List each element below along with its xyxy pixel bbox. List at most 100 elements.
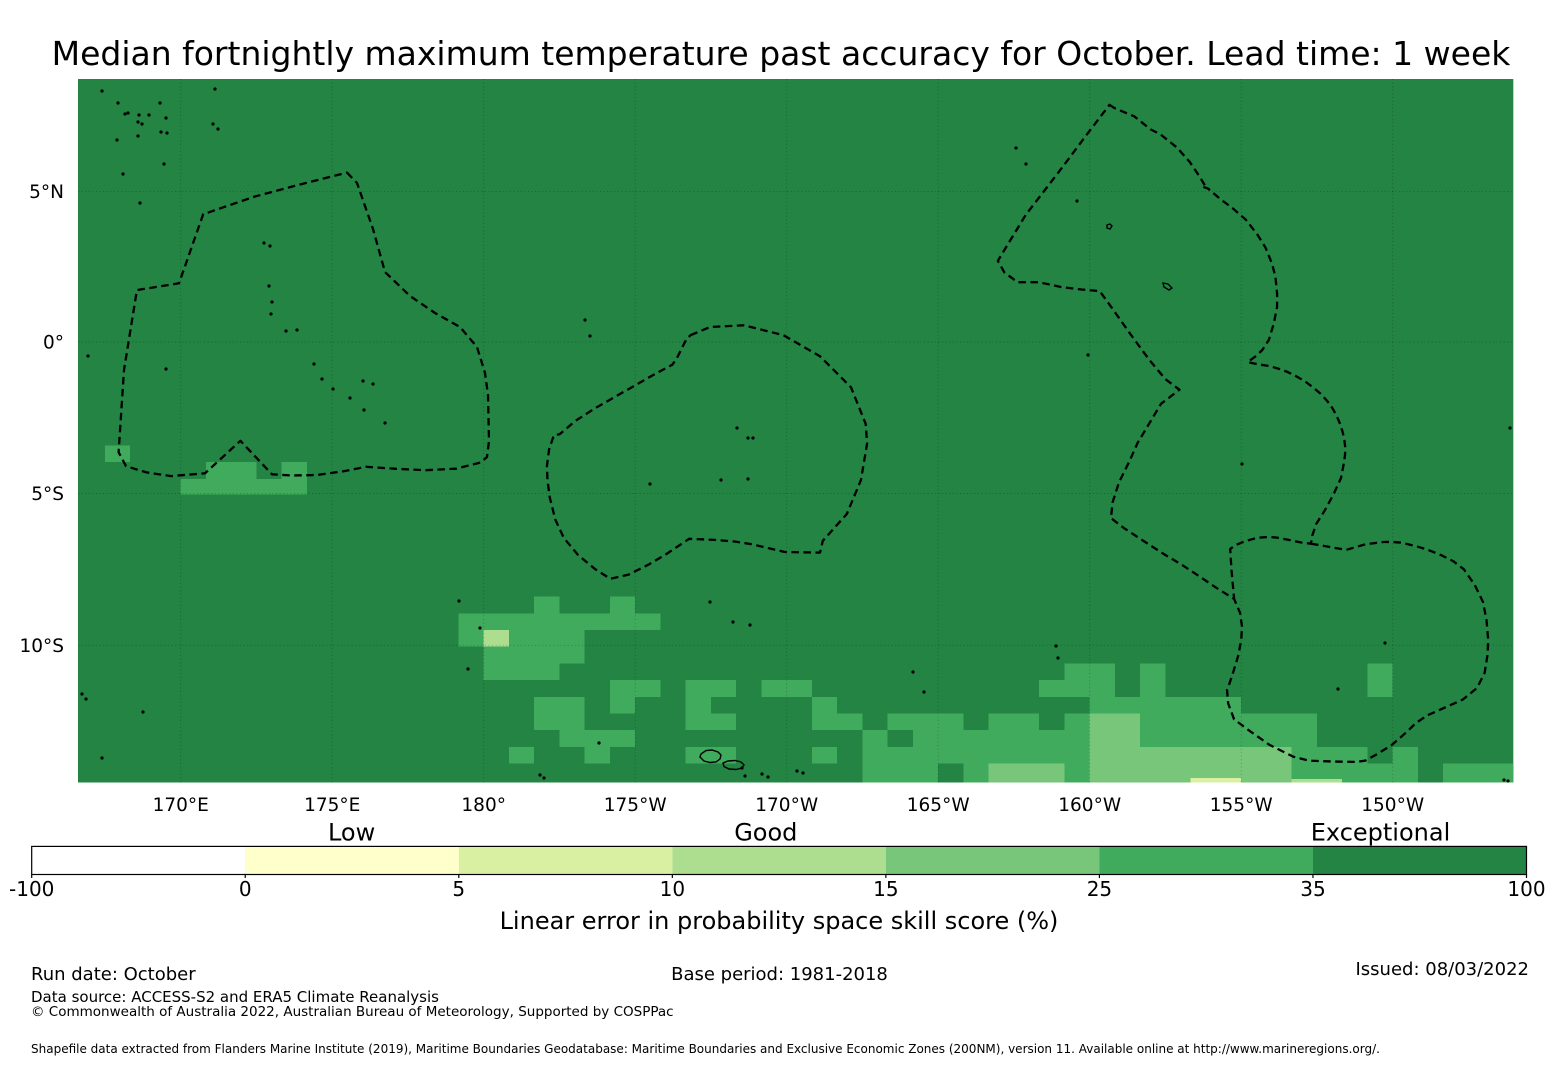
skill-cell xyxy=(559,696,585,714)
island-dot xyxy=(361,379,365,383)
skill-cell xyxy=(1291,713,1317,731)
skill-cell xyxy=(180,478,206,495)
skill-cell xyxy=(1392,746,1418,764)
island-outline-tabuaeran xyxy=(1162,282,1174,291)
run-date-text: Run date: October xyxy=(31,964,196,985)
skill-cell xyxy=(1367,680,1393,697)
colorbar-segment xyxy=(1312,846,1527,875)
skill-cell xyxy=(1089,680,1115,697)
skill-cell xyxy=(1190,696,1216,714)
colorbar-tick-label: 15 xyxy=(873,877,898,901)
island-dot xyxy=(158,101,162,105)
skill-cell xyxy=(1215,746,1242,764)
skill-cell xyxy=(508,630,535,647)
eez-boundary-eez-central xyxy=(545,324,869,580)
longitude-tick-label: 175°E xyxy=(304,795,360,816)
skill-cell xyxy=(912,763,939,783)
colorbar-tick-label: 0 xyxy=(239,877,252,901)
skill-cell xyxy=(1241,746,1267,764)
island-dot xyxy=(795,769,799,773)
island-dot xyxy=(267,284,271,288)
longitude-tick-label: 160°W xyxy=(1058,795,1121,816)
island-dot xyxy=(748,623,752,627)
colorbar-segment xyxy=(31,846,246,875)
skill-cell xyxy=(1241,713,1267,731)
island-dot xyxy=(164,367,168,371)
island-dot xyxy=(1024,162,1028,166)
skill-cell xyxy=(559,646,585,664)
colorbar-segment xyxy=(672,846,886,875)
skill-cell xyxy=(609,680,636,697)
skill-cell xyxy=(963,763,989,783)
colorbar: -100 0 5 10 15 25 35 100 Low Good Exceptional xyxy=(9,819,1546,902)
island-dot xyxy=(542,776,546,780)
skill-cell xyxy=(1039,746,1065,764)
island-dot xyxy=(295,328,299,332)
skill-cell xyxy=(938,746,964,764)
island-dot xyxy=(466,667,470,671)
island-dot xyxy=(312,362,316,366)
base-period-text: Base period: 1981-2018 xyxy=(671,964,888,985)
skill-cell xyxy=(862,730,888,747)
colorbar-outline xyxy=(31,845,1528,876)
skill-cell xyxy=(1064,730,1090,747)
skill-cell xyxy=(1140,696,1166,714)
skill-cell xyxy=(1089,713,1115,731)
skill-cell xyxy=(1165,696,1191,714)
skill-cell xyxy=(1140,730,1166,747)
island-dot xyxy=(1086,353,1090,357)
island-dot xyxy=(731,620,735,624)
skill-cell xyxy=(256,478,282,495)
skill-cell xyxy=(1342,746,1368,764)
skill-cell xyxy=(508,663,535,681)
skill-cell xyxy=(458,630,484,647)
island-dot xyxy=(597,741,601,745)
island-dot xyxy=(84,697,88,701)
skill-cell xyxy=(811,746,838,764)
skill-cell xyxy=(559,630,585,647)
skill-cell xyxy=(1190,746,1216,764)
skill-cell xyxy=(1114,746,1141,764)
island-dot xyxy=(269,312,273,316)
island-dot xyxy=(86,354,90,358)
island-dot xyxy=(284,329,288,333)
skill-cell xyxy=(1291,746,1317,764)
colorbar-segment xyxy=(885,846,1100,875)
skill-cell xyxy=(1291,730,1317,747)
skill-cell xyxy=(609,696,636,714)
skill-cell xyxy=(635,613,661,630)
island-dot xyxy=(164,116,168,120)
island-dot xyxy=(383,421,387,425)
island-dot xyxy=(100,89,104,93)
longitude-tick-label: 150°W xyxy=(1361,795,1424,816)
colorbar-tick-label: -100 xyxy=(9,877,54,901)
island-dot xyxy=(331,387,335,391)
skill-cell xyxy=(1140,713,1166,731)
skill-cell xyxy=(1266,713,1292,731)
skill-cell xyxy=(685,696,711,714)
skill-cell xyxy=(988,713,1014,731)
island-dot xyxy=(213,87,217,91)
skill-cell xyxy=(508,613,535,630)
island-dot xyxy=(746,477,750,481)
island-dot xyxy=(751,436,755,440)
island-dot xyxy=(141,710,145,714)
skill-cell-sliver xyxy=(1190,778,1241,783)
skill-cell xyxy=(1190,730,1216,747)
longitude-tick-label: 155°W xyxy=(1210,795,1273,816)
island-dot xyxy=(362,408,366,412)
island-dot xyxy=(1336,687,1340,691)
skill-cell xyxy=(483,613,509,630)
skill-cell xyxy=(1039,730,1065,747)
skill-cell xyxy=(1266,763,1292,783)
longitude-tick-label: 180° xyxy=(461,795,506,816)
skill-cell xyxy=(912,730,939,747)
skill-cell xyxy=(483,646,509,664)
skill-cell xyxy=(205,478,232,495)
colorbar-segment xyxy=(245,846,459,875)
skill-cell xyxy=(811,713,838,731)
skill-cell xyxy=(1064,663,1090,681)
skill-cell xyxy=(1114,763,1141,783)
skill-cell xyxy=(862,746,888,764)
skill-cell xyxy=(534,713,560,731)
